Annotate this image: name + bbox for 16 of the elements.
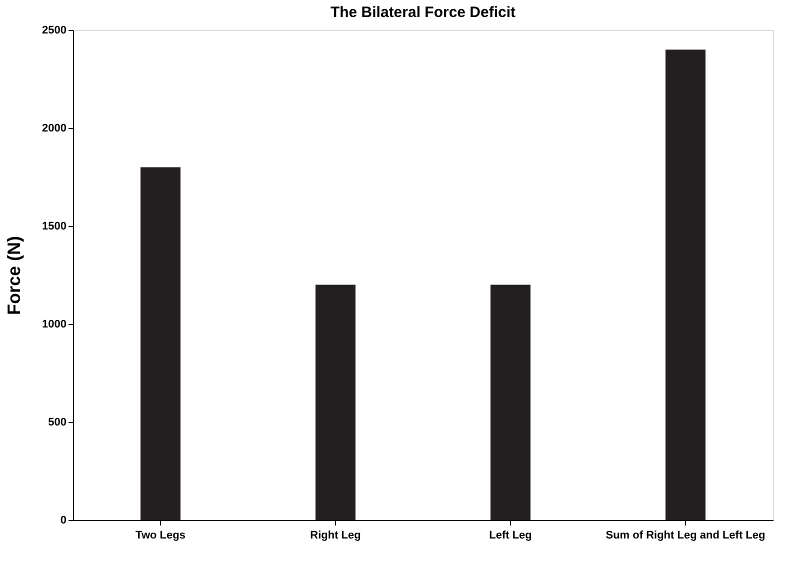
- y-tick-label: 1500: [42, 220, 66, 232]
- x-tick-label: Right Leg: [310, 530, 361, 542]
- x-tick-label: Sum of Right Leg and Left Leg: [606, 530, 766, 542]
- bar: [140, 167, 180, 520]
- bar: [316, 284, 356, 520]
- bar: [666, 50, 706, 520]
- y-tick-label: 2000: [42, 122, 66, 134]
- chart-title: The Bilateral Force Deficit: [330, 4, 516, 21]
- bar: [490, 284, 530, 520]
- y-tick-label: 2500: [42, 24, 66, 36]
- y-tick-label: 500: [48, 416, 66, 428]
- x-tick-label: Left Leg: [489, 530, 532, 542]
- y-axis-title: Force (N): [4, 236, 24, 316]
- x-tick-label: Two Legs: [136, 530, 186, 542]
- y-tick-label: 0: [60, 514, 66, 526]
- y-tick-label: 1000: [42, 318, 66, 330]
